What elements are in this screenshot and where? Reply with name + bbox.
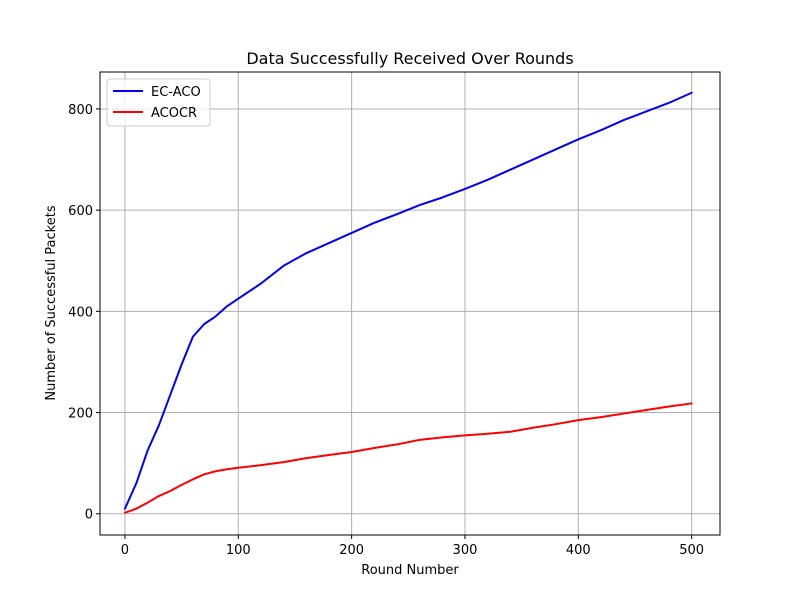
plot-frame bbox=[99, 71, 721, 536]
x-tick-label: 500 bbox=[679, 543, 704, 558]
grid bbox=[100, 72, 720, 535]
legend: EC-ACO ACOCR bbox=[106, 78, 211, 127]
y-tick-label: 200 bbox=[68, 407, 93, 422]
y-tick-label: 600 bbox=[68, 204, 93, 219]
y-axis-label: Number of Successful Packets bbox=[44, 205, 59, 400]
x-axis-label: Round Number bbox=[361, 563, 459, 578]
x-tick-label: 400 bbox=[566, 543, 591, 558]
x-axis-ticks: 0 100 200 300 400 500 bbox=[121, 535, 704, 558]
x-tick-label: 0 bbox=[121, 543, 129, 558]
legend-label-acocr: ACOCR bbox=[151, 106, 197, 121]
series-line-acocr bbox=[123, 402, 693, 514]
legend-label-ec-aco: EC-ACO bbox=[151, 85, 201, 100]
x-tick-label: 100 bbox=[226, 543, 251, 558]
y-tick-label: 800 bbox=[68, 103, 93, 118]
y-tick-label: 0 bbox=[85, 508, 93, 523]
x-tick-label: 300 bbox=[453, 543, 478, 558]
x-tick-label: 200 bbox=[339, 543, 364, 558]
y-axis-ticks: 0 200 400 600 800 bbox=[68, 103, 100, 523]
y-tick-label: 400 bbox=[68, 305, 93, 320]
series-lines bbox=[123, 91, 693, 514]
series-line-ec-aco bbox=[123, 91, 693, 510]
chart-title: Data Successfully Received Over Rounds bbox=[246, 49, 573, 68]
